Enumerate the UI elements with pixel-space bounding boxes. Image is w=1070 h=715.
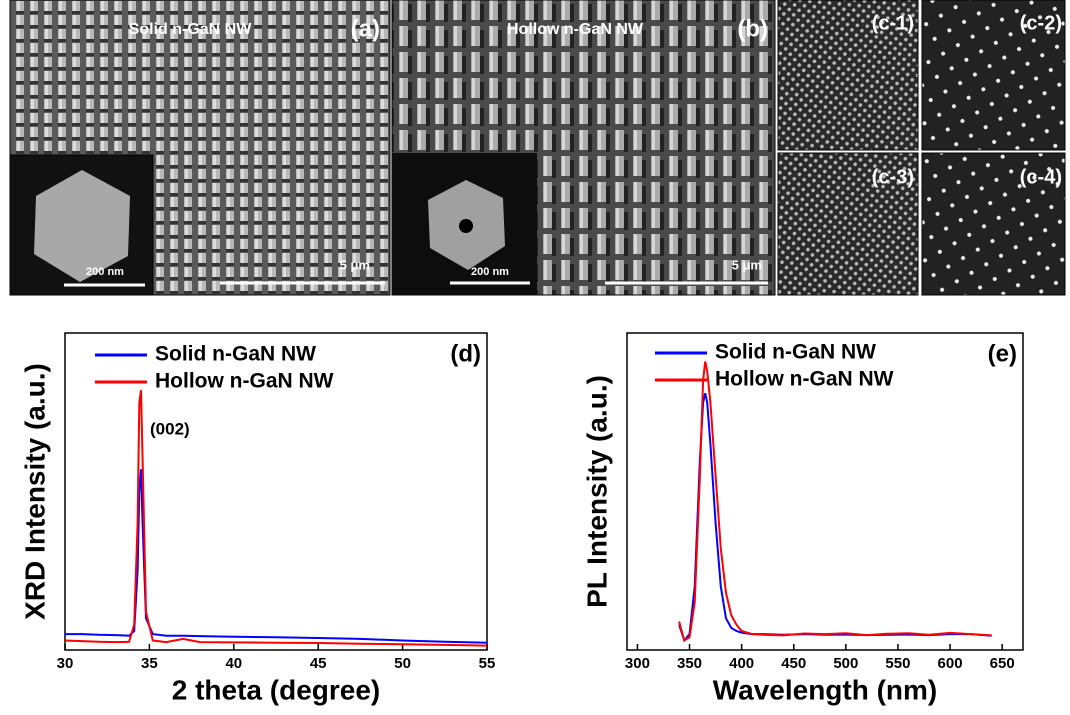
series-line: [679, 362, 992, 641]
panel-label: (c-2): [1020, 12, 1062, 34]
panel-title: Solid n-GaN NW: [129, 21, 253, 38]
x-tick-label: 45: [310, 655, 327, 672]
x-tick-label: 55: [479, 655, 496, 672]
x-axis-label: 2 theta (degree): [172, 674, 381, 705]
panel-label: (c-4): [1020, 166, 1062, 188]
x-tick-label: 450: [781, 655, 806, 672]
hole: [459, 219, 473, 233]
x-axis-label: Wavelength (nm): [713, 674, 938, 705]
panel-label: (e): [988, 340, 1017, 367]
series-line: [679, 393, 992, 640]
legend-label: Hollow n-GaN NW: [715, 368, 894, 391]
series-line: [65, 469, 487, 642]
x-tick-label: 650: [990, 655, 1015, 672]
x-tick-label: 35: [141, 655, 158, 672]
x-tick-label: 600: [938, 655, 963, 672]
x-tick-label: 350: [677, 655, 702, 672]
x-tick-label: 40: [225, 655, 242, 672]
x-tick-label: 500: [833, 655, 858, 672]
panel-label: (c-1): [872, 12, 914, 34]
legend-label: Solid n-GaN NW: [715, 341, 876, 364]
annotation: (002): [150, 419, 190, 438]
x-tick-label: 550: [885, 655, 910, 672]
series-line: [65, 390, 487, 645]
panel-label: (a): [351, 15, 380, 42]
y-axis-label: XRD Intensity (a.u.): [19, 363, 50, 620]
panel-label: (b): [737, 15, 768, 42]
panel-title: Hollow n-GaN NW: [507, 21, 644, 38]
sem-panels: Solid n-GaN NW (a) 200 nm 5 μm Hollow n-…: [10, 0, 1065, 295]
x-tick-label: 30: [57, 655, 74, 672]
figure: Solid n-GaN NW (a) 200 nm 5 μm Hollow n-…: [0, 0, 1070, 710]
y-axis-label: PL Intensity (a.u.): [581, 375, 612, 608]
legend-label: Solid n-GaN NW: [155, 343, 316, 366]
scale-label: 200 nm: [471, 266, 509, 278]
scale-label: 200 nm: [86, 266, 124, 278]
scale-label: 5 μm: [340, 257, 370, 272]
panel-label: (d): [450, 340, 481, 367]
x-tick-label: 400: [729, 655, 754, 672]
x-tick-label: 50: [394, 655, 411, 672]
scale-label: 5 μm: [732, 257, 762, 272]
legend-label: Hollow n-GaN NW: [155, 370, 334, 393]
x-tick-label: 300: [625, 655, 650, 672]
panel-label: (c-3): [872, 166, 914, 188]
